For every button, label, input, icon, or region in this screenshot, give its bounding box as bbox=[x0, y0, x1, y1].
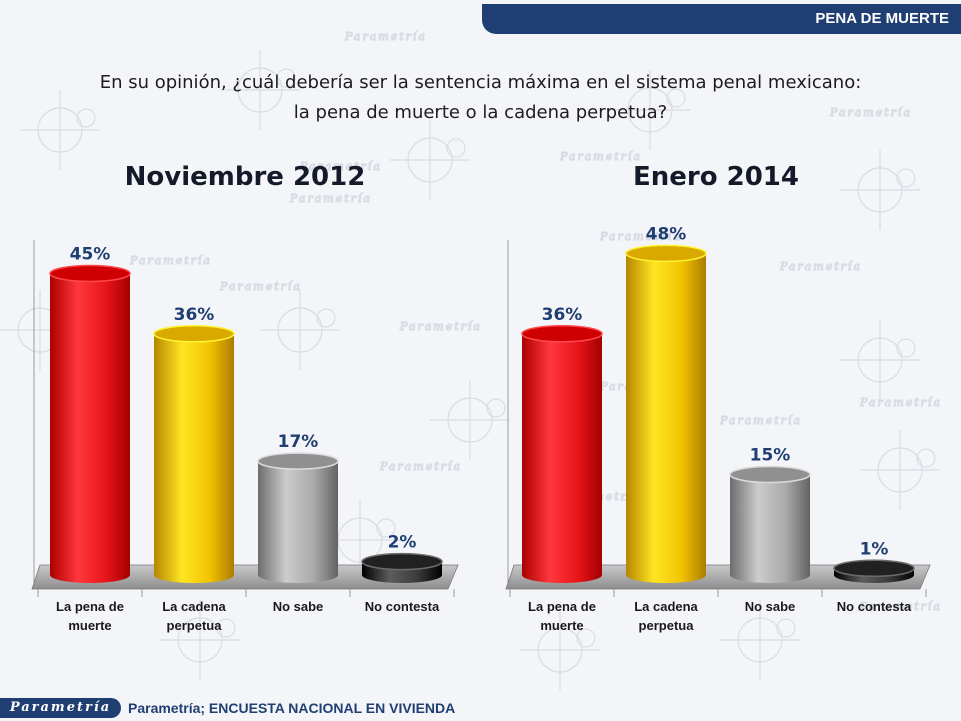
category-label: No contesta bbox=[365, 599, 440, 614]
watermark-text: Parametría bbox=[399, 320, 482, 333]
category-label: No sabe bbox=[745, 599, 796, 614]
footer-logo: Parametría bbox=[0, 698, 121, 718]
bar-1 bbox=[625, 244, 707, 583]
watermark-text: Parametría bbox=[599, 230, 682, 243]
watermark-text: Parametría bbox=[859, 600, 942, 613]
footer-source: Parametría; ENCUESTA NACIONAL EN VIVIEND… bbox=[128, 700, 456, 716]
chart-title-right: Enero 2014 bbox=[632, 162, 799, 192]
watermark-text: Parametría bbox=[344, 30, 427, 43]
watermark-text: Parametría bbox=[379, 460, 462, 473]
chart-title-left: Noviembre 2012 bbox=[124, 162, 366, 192]
watermark-text: Parametría bbox=[559, 150, 642, 163]
watermark-text: Parametría bbox=[219, 280, 302, 293]
question-line-1: En su opinión, ¿cuál debería ser la sent… bbox=[99, 72, 862, 93]
bar-0 bbox=[521, 325, 603, 583]
category-label: No sabe bbox=[273, 599, 324, 614]
chart-0: 45% La pena de muerte 36% La cadena perpetua 1… bbox=[31, 240, 459, 633]
data-label: 48% bbox=[646, 224, 687, 244]
watermark-text: Parametría bbox=[299, 160, 382, 173]
category-label: perpetua bbox=[167, 618, 223, 633]
bar-2 bbox=[729, 465, 811, 583]
data-label: 36% bbox=[542, 305, 583, 325]
watermark-text: Parametría bbox=[859, 396, 942, 409]
category-label: La pena de bbox=[56, 599, 124, 614]
watermark-text: Parametría bbox=[829, 106, 912, 119]
watermark-text: Parametría bbox=[779, 260, 862, 273]
data-label: 1% bbox=[860, 539, 889, 559]
category-label: muerte bbox=[68, 618, 111, 633]
question-line-2: la pena de muerte o la cadena perpetua? bbox=[293, 102, 668, 123]
bar-3 bbox=[833, 559, 915, 583]
chart-1: 36% La pena de muerte 48% La cadena perpetua 1… bbox=[505, 224, 931, 633]
data-label: 36% bbox=[174, 305, 215, 325]
category-label: La cadena bbox=[162, 599, 226, 614]
bar-1 bbox=[153, 325, 235, 583]
category-label: perpetua bbox=[639, 618, 695, 633]
watermark-text: Parametría bbox=[289, 192, 372, 205]
header-bar: PENA DE MUERTE bbox=[482, 4, 961, 34]
data-label: 45% bbox=[70, 245, 111, 265]
data-label: 15% bbox=[750, 446, 791, 466]
bar-3 bbox=[361, 552, 443, 583]
data-label: 2% bbox=[388, 533, 417, 553]
bar-0 bbox=[49, 264, 131, 583]
category-label: La cadena bbox=[634, 599, 698, 614]
category-label: No contesta bbox=[837, 599, 912, 614]
watermark-text: Parametría bbox=[129, 254, 212, 267]
data-label: 17% bbox=[278, 432, 319, 452]
section-title: PENA DE MUERTE bbox=[815, 10, 949, 27]
watermark-text: Parametría bbox=[719, 414, 802, 427]
category-label: muerte bbox=[540, 618, 583, 633]
category-label: La pena de bbox=[528, 599, 596, 614]
bar-2 bbox=[257, 452, 339, 583]
